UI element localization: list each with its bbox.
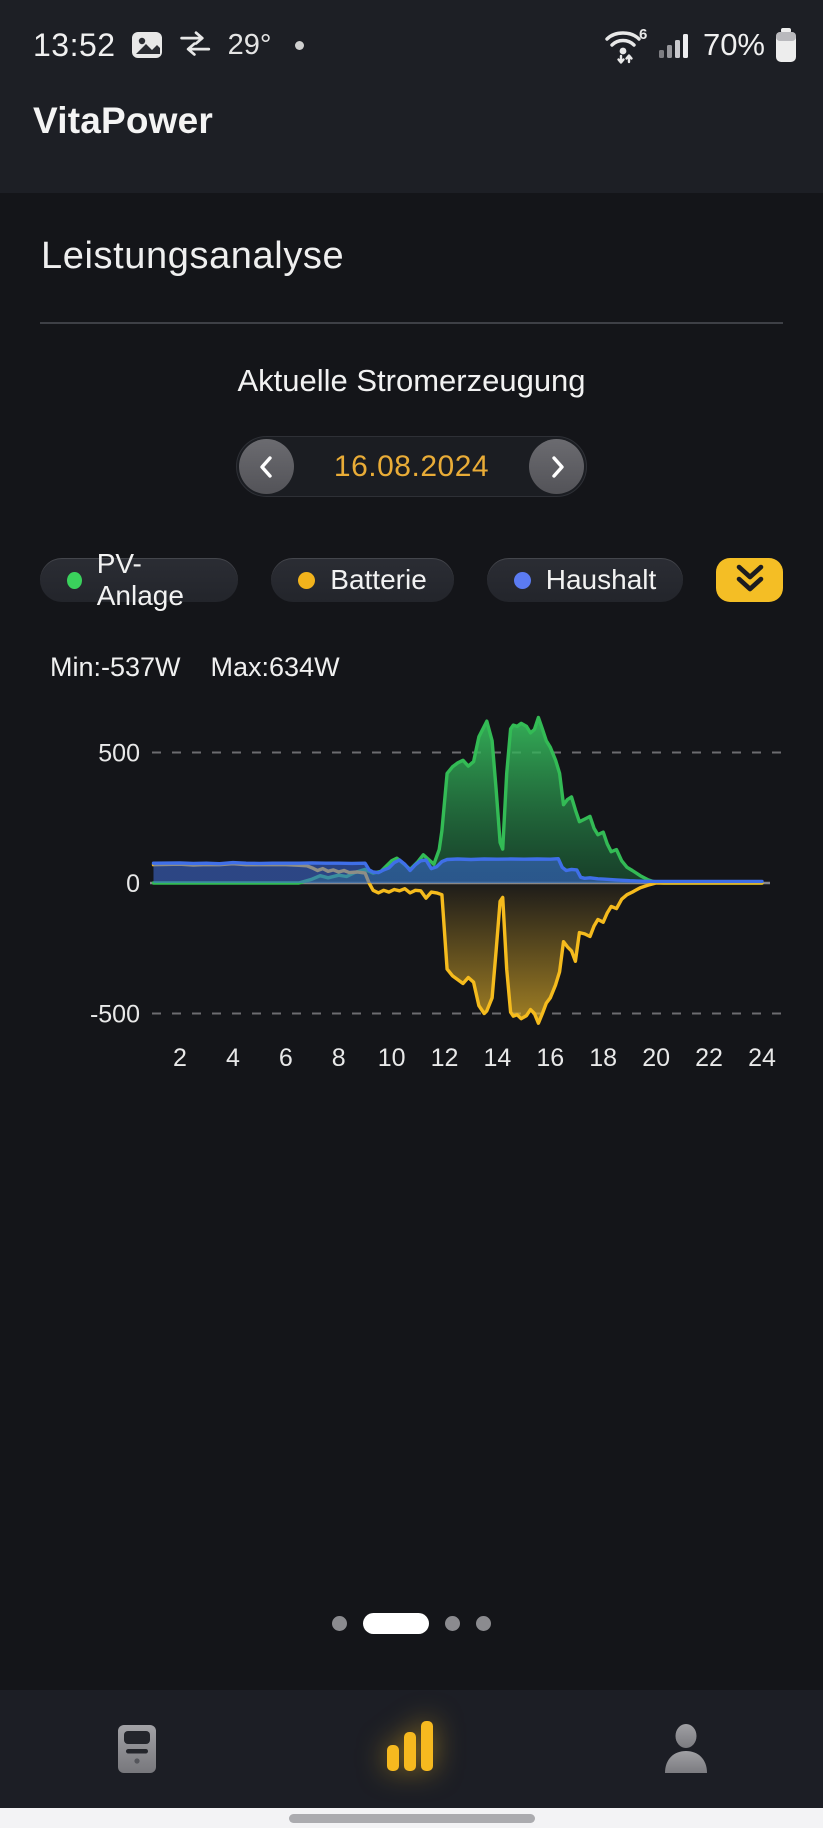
min-value: Min:-537W [50, 652, 181, 682]
page-title: Leistungsanalyse [41, 235, 345, 277]
app-title: VitaPower [33, 100, 214, 141]
x-tick-label: 20 [642, 1044, 670, 1072]
carousel-pagination [0, 1612, 823, 1634]
signal-bars-icon [657, 30, 691, 60]
chevron-right-icon [551, 455, 564, 478]
x-tick-label: 16 [536, 1044, 564, 1072]
battery-dot-icon [298, 571, 316, 589]
line-Haushalt [151, 857, 764, 884]
x-tick-label: 24 [748, 1044, 776, 1072]
pv-dot-icon [67, 571, 82, 589]
bar-chart-icon [384, 1719, 438, 1780]
chip-haushalt[interactable]: Haushalt [486, 558, 684, 602]
status-right: 6 70% [603, 25, 799, 65]
x-tick-label: 12 [431, 1044, 459, 1072]
y-tick-label: 500 [98, 740, 140, 768]
inverter-icon [118, 1725, 157, 1773]
page-indicator[interactable] [476, 1615, 491, 1631]
chip-label: Batterie [330, 564, 427, 595]
status-temperature: 29° [227, 28, 272, 61]
date-picker: 16.08.2024 [236, 436, 587, 497]
chip-batterie[interactable]: Batterie [271, 558, 454, 602]
area-Haushalt [153, 858, 762, 883]
x-tick-label: 6 [279, 1044, 293, 1072]
prev-date-button[interactable] [239, 439, 294, 494]
bottom-nav [0, 1690, 823, 1808]
svg-text:6: 6 [639, 26, 647, 43]
chip-label: Haushalt [545, 564, 657, 595]
app-bar: VitaPower [33, 100, 213, 142]
x-tick-label: 4 [226, 1044, 240, 1072]
top-header: 13:52 29° 6 [0, 0, 823, 193]
gesture-handle[interactable] [288, 1813, 535, 1823]
nav-item-profile[interactable] [626, 1690, 746, 1808]
status-bar: 13:52 29° 6 [0, 0, 823, 90]
y-tick-label: -500 [90, 1001, 140, 1029]
double-chevron-down-icon [736, 564, 763, 592]
power-chart[interactable]: 500 0 -500 2 4 6 8 10 12 14 16 18 20 22 24 [0, 695, 823, 1125]
page-indicator-active[interactable] [363, 1612, 429, 1634]
x-tick-label: 14 [483, 1044, 511, 1072]
data-transfer-icon [178, 31, 214, 59]
profile-icon [664, 1724, 707, 1773]
x-tick-label: 22 [695, 1044, 723, 1072]
area-Batterie [153, 863, 762, 1024]
notification-dot [295, 40, 305, 50]
y-tick-label: 0 [126, 870, 140, 898]
x-tick-label: 18 [589, 1044, 617, 1072]
chip-label: PV-Anlage [96, 548, 184, 611]
page-indicator[interactable] [332, 1615, 347, 1631]
nav-item-inverter[interactable] [77, 1690, 197, 1808]
line-PV-Anlage [151, 715, 764, 885]
max-value: Max:634W [210, 652, 340, 682]
chip-pv-anlage[interactable]: PV-Anlage [40, 548, 239, 611]
battery-percent: 70% [702, 27, 765, 62]
battery-icon [773, 26, 799, 64]
status-time: 13:52 [33, 26, 116, 63]
gallery-icon [130, 28, 164, 62]
household-dot-icon [513, 571, 531, 589]
status-left: 13:52 29° [33, 26, 305, 64]
legend-chips: PV-Anlage Batterie Haushalt [40, 548, 783, 611]
gesture-strip [0, 1808, 823, 1828]
wifi6-icon: 6 [603, 25, 649, 65]
page-indicator[interactable] [445, 1615, 460, 1631]
area-PV-Anlage [153, 717, 762, 883]
date-value[interactable]: 16.08.2024 [333, 449, 490, 483]
x-tick-label: 2 [173, 1044, 187, 1072]
divider [40, 322, 783, 324]
x-tick-label: 8 [332, 1044, 346, 1072]
next-date-button[interactable] [529, 439, 584, 494]
chevron-left-icon [259, 455, 272, 478]
section-title: Aktuelle Stromerzeugung [237, 363, 586, 398]
x-tick-label: 10 [378, 1044, 406, 1072]
expand-series-button[interactable] [716, 558, 783, 602]
minmax-stats: Min:-537W Max:634W [50, 652, 340, 683]
nav-item-analysis[interactable] [351, 1690, 471, 1808]
